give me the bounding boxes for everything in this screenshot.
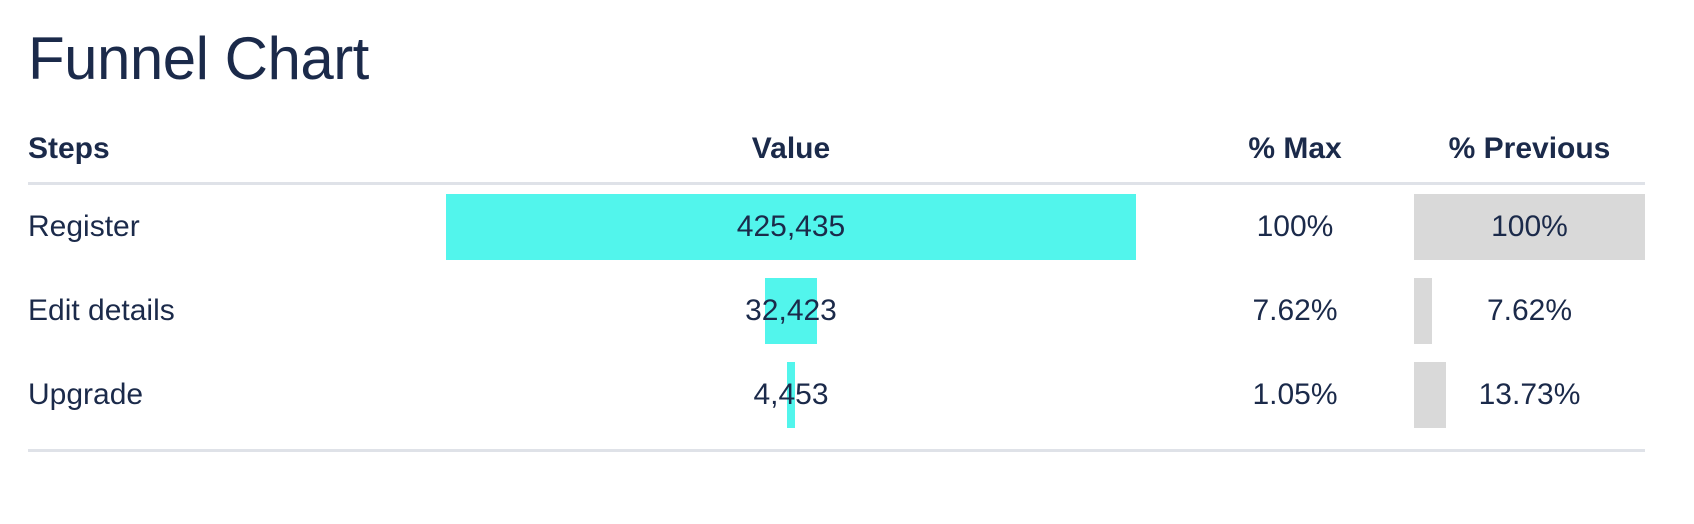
previous-percent-header: % Previous	[1448, 132, 1611, 165]
steps-header: Steps	[28, 132, 110, 165]
previous-percent-cell: 100%	[1414, 194, 1645, 260]
funnel-rows: Register 425,435 100% 100% Edit details …	[28, 185, 1645, 452]
funnel-table: Steps Value % Max % Previous Register 42…	[28, 122, 1645, 452]
value-bar	[764, 278, 818, 344]
max-percent-label: 100%	[1256, 210, 1334, 243]
previous-percent-bar	[1414, 194, 1645, 260]
max-percent-label: 1.05%	[1252, 378, 1338, 411]
previous-percent-bar	[1414, 278, 1432, 344]
value-header: Value	[751, 132, 831, 165]
chart-title: Funnel Chart	[28, 25, 369, 92]
previous-percent-label: 13.73%	[1478, 378, 1581, 411]
value-cell: 32,423	[446, 278, 1136, 344]
funnel-row: Upgrade 4,453 1.05% 13.73%	[28, 362, 1645, 446]
funnel-row: Edit details 32,423 7.62% 7.62%	[28, 278, 1645, 362]
previous-percent-bar	[1414, 362, 1446, 428]
funnel-row: Register 425,435 100% 100%	[28, 194, 1645, 278]
header-row: Steps Value % Max % Previous	[28, 122, 1645, 185]
max-percent-cell: 100%	[1200, 194, 1390, 260]
step-label: Upgrade	[28, 378, 144, 411]
previous-percent-label: 100%	[1491, 210, 1568, 243]
max-percent-cell: 7.62%	[1200, 278, 1390, 344]
max-percent-header: % Max	[1248, 132, 1342, 165]
step-label: Register	[28, 210, 140, 243]
value-bar	[446, 194, 1136, 260]
previous-percent-cell: 7.62%	[1414, 278, 1645, 344]
value-cell: 425,435	[446, 194, 1136, 260]
step-label: Edit details	[28, 294, 175, 327]
value-label: 425,435	[736, 210, 846, 243]
value-label: 4,453	[753, 378, 829, 411]
previous-percent-label: 7.62%	[1486, 294, 1573, 327]
previous-percent-cell: 13.73%	[1414, 362, 1645, 428]
value-cell: 4,453	[446, 362, 1136, 428]
max-percent-cell: 1.05%	[1200, 362, 1390, 428]
value-bar	[787, 362, 795, 428]
value-label: 32,423	[745, 294, 837, 327]
max-percent-label: 7.62%	[1252, 294, 1338, 327]
